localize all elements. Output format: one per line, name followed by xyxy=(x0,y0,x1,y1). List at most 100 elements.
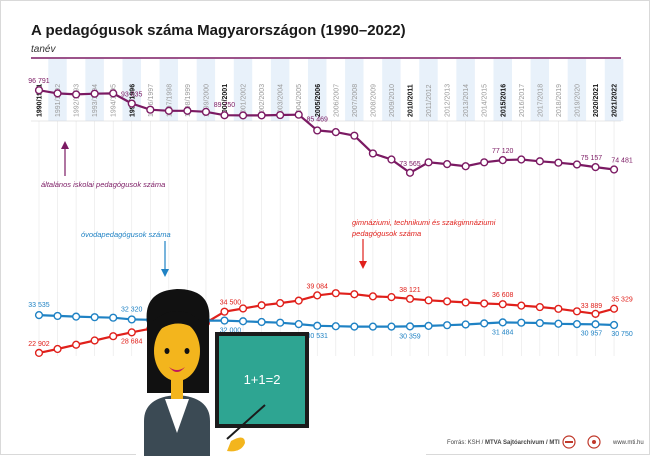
data-point xyxy=(257,317,266,327)
secondary-series-label-line1: gimnáziumi, technikumi és szakgimnáziumi xyxy=(352,218,496,227)
year-tick-label: 1991/1992 xyxy=(55,84,62,117)
data-point xyxy=(572,320,582,329)
data-point xyxy=(34,310,44,320)
data-point xyxy=(220,111,229,120)
year-band xyxy=(456,59,475,121)
footer: Forrás: KSH / MTVA Sajtóarchívum / MTI w… xyxy=(447,435,644,449)
year-tick-label: 2002/2003 xyxy=(259,84,266,117)
year-tick-label: 2007/2008 xyxy=(352,84,359,117)
year-band xyxy=(419,59,438,121)
data-point xyxy=(34,348,44,358)
year-tick-label: 2003/2004 xyxy=(278,84,285,117)
data-label: 33 535 xyxy=(28,302,50,309)
data-point xyxy=(331,322,340,331)
data-point xyxy=(535,302,544,312)
year-band xyxy=(141,59,160,121)
data-point xyxy=(53,89,62,98)
preschool-series-label: óvodapedagógusok száma xyxy=(81,230,171,239)
year-tick-label: 2001/2002 xyxy=(241,84,248,117)
data-point xyxy=(368,292,378,301)
year-band xyxy=(196,59,216,121)
chart-title: A pedagógusok száma Magyarországon (1990… xyxy=(31,22,406,39)
data-point xyxy=(368,149,378,158)
data-label: 93 035 xyxy=(121,92,143,99)
chalkboard: 1+1=2 xyxy=(215,332,309,440)
secondary-series-label-line2: pedagógusok száma xyxy=(351,229,421,238)
data-point xyxy=(90,336,99,345)
data-point xyxy=(109,313,118,322)
data-point xyxy=(572,160,582,169)
data-label: 73 565 xyxy=(399,161,421,168)
mti-logo-mark xyxy=(592,440,596,444)
data-point xyxy=(276,318,285,327)
data-point xyxy=(331,128,340,137)
data-label: 74 481 xyxy=(611,158,633,165)
series-label-preschool: óvodapedagógusok száma xyxy=(81,230,171,277)
data-point xyxy=(424,158,433,167)
year-band xyxy=(604,59,624,121)
data-point xyxy=(71,312,81,321)
data-point xyxy=(443,297,452,306)
year-tick-label: 1990/1991 xyxy=(37,84,44,117)
year-band xyxy=(363,59,383,121)
year-band xyxy=(289,59,308,121)
data-label: 35 329 xyxy=(611,297,633,304)
series-label-secondary: gimnáziumi, technikumi és szakgimnáziumi… xyxy=(351,218,496,269)
data-label: 34 500 xyxy=(220,300,242,307)
data-point xyxy=(257,111,266,120)
source-bold: MTVA Sajtóarchívum / MTI xyxy=(485,440,560,446)
year-tick-label: 2021/2022 xyxy=(612,84,619,117)
chart-subtitle: tanév xyxy=(31,44,56,55)
year-tick-label: 2016/2017 xyxy=(519,84,526,117)
data-point xyxy=(201,107,211,116)
data-point xyxy=(591,309,600,318)
year-tick-label: 2012/2013 xyxy=(445,84,452,117)
data-point xyxy=(405,294,415,303)
data-point xyxy=(609,320,619,330)
teacher-illustration: 1+1=2 xyxy=(136,289,426,456)
year-tick-label: 1998/1999 xyxy=(185,84,192,117)
data-point xyxy=(480,299,489,308)
data-point xyxy=(387,292,396,302)
teacher-figure xyxy=(144,289,245,456)
series-label-primary: általános iskolai pedagógusok száma xyxy=(41,141,165,189)
series-lines xyxy=(38,89,615,354)
year-tick-label: 2004/2005 xyxy=(296,84,303,117)
year-labels: 1990/1991 1991/1992 1992/1993 1993/1994 1994… xyxy=(37,84,619,117)
year-tick-label: 1992/1993 xyxy=(74,84,81,117)
primary-arrow-icon xyxy=(61,141,69,149)
year-tick-label: 2017/2018 xyxy=(537,84,544,117)
data-point xyxy=(276,299,285,308)
data-point xyxy=(498,300,507,309)
secondary-arrow-icon xyxy=(359,261,367,269)
data-point xyxy=(591,320,600,329)
year-tick-label: 2008/2009 xyxy=(370,84,377,117)
teacher-neck xyxy=(171,379,183,399)
data-point xyxy=(572,307,582,316)
series-points xyxy=(34,86,619,358)
data-point xyxy=(350,131,359,140)
data-point xyxy=(294,296,303,305)
teacher-hand xyxy=(227,437,245,452)
data-point xyxy=(424,321,433,330)
teacher-fringe xyxy=(153,311,201,335)
data-point xyxy=(498,318,507,327)
data-label: 89 750 xyxy=(214,102,236,109)
year-band xyxy=(66,59,86,121)
data-label: 96 791 xyxy=(28,78,50,85)
data-point xyxy=(387,155,396,164)
year-band xyxy=(345,59,364,121)
year-tick-label: 1999/2000 xyxy=(203,84,210,117)
data-point xyxy=(313,126,322,135)
year-bands xyxy=(29,59,624,121)
data-point xyxy=(443,321,452,330)
year-band xyxy=(586,59,605,121)
data-point xyxy=(591,163,600,172)
pointer-stick xyxy=(226,404,266,440)
year-band xyxy=(512,59,531,121)
teacher-eye-right xyxy=(184,348,190,354)
data-point xyxy=(461,298,470,307)
data-point xyxy=(238,317,248,326)
data-point xyxy=(71,90,81,99)
year-tick-label: 2010/2011 xyxy=(408,84,415,117)
